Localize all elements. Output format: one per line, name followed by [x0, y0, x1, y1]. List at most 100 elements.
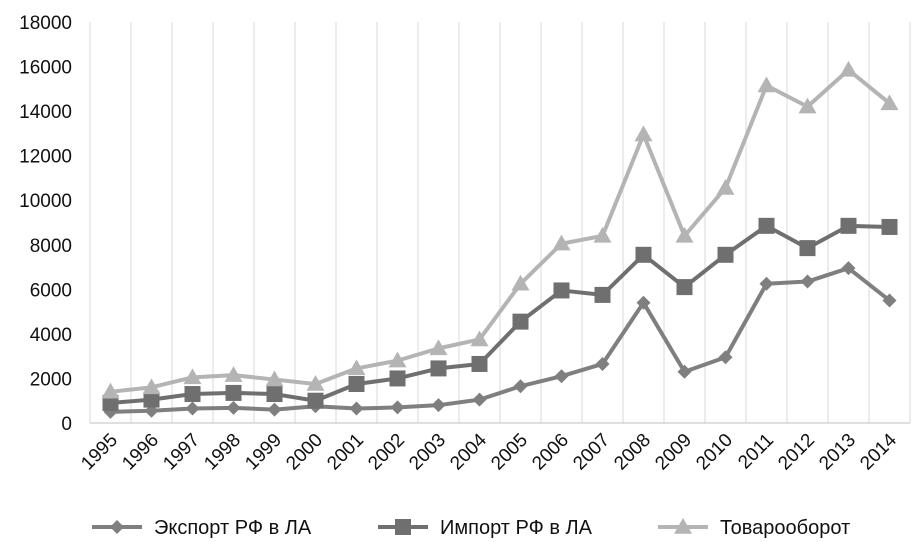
data-point — [757, 76, 776, 93]
x-tick-label: 2005 — [487, 430, 532, 475]
data-point — [429, 339, 448, 356]
x-axis-tick-labels: 1995199619971998199920002001200220032004… — [77, 429, 901, 474]
data-point — [348, 376, 365, 393]
legend-marker — [110, 520, 124, 534]
x-tick-label: 2006 — [528, 430, 573, 475]
data-point — [800, 274, 815, 289]
series-2 — [102, 217, 898, 411]
data-point — [102, 394, 119, 411]
x-tick-label: 2001 — [323, 430, 368, 475]
data-point — [431, 398, 446, 413]
data-point — [554, 369, 569, 384]
data-point — [798, 97, 817, 114]
y-tick-label: 14000 — [19, 102, 72, 123]
data-point — [225, 384, 242, 401]
data-point — [882, 293, 897, 308]
data-point — [634, 125, 653, 142]
data-point — [472, 392, 487, 407]
data-point — [349, 401, 364, 416]
y-tick-label: 2000 — [30, 369, 72, 390]
x-tick-label: 2009 — [651, 430, 696, 475]
series-1 — [103, 261, 897, 419]
y-tick-label: 12000 — [19, 147, 72, 168]
data-point — [677, 364, 692, 379]
legend-label: Импорт РФ в ЛА — [440, 517, 593, 539]
data-point — [635, 246, 652, 263]
legend-marker — [395, 519, 411, 535]
data-point — [716, 178, 735, 195]
legend-item: Импорт РФ в ЛА — [378, 517, 593, 539]
x-tick-label: 1995 — [77, 430, 122, 475]
data-point — [101, 382, 120, 399]
y-tick-label: 18000 — [19, 13, 72, 34]
x-tick-label: 1998 — [200, 430, 245, 475]
data-point — [470, 330, 489, 347]
x-tick-label: 2011 — [734, 430, 778, 474]
data-point — [841, 261, 856, 276]
data-point — [185, 401, 200, 416]
y-tick-label: 10000 — [19, 191, 72, 212]
y-tick-label: 0 — [61, 414, 72, 435]
legend-label: Экспорт РФ в ЛА — [154, 517, 312, 539]
legend: Экспорт РФ в ЛА Импорт РФ в ЛА Товарооборо… — [92, 517, 850, 539]
data-point — [347, 359, 366, 376]
data-point — [226, 400, 241, 415]
series-layer — [101, 60, 899, 419]
y-tick-label: 4000 — [30, 325, 72, 346]
series-line — [110, 67, 891, 394]
data-point — [183, 368, 202, 385]
data-point — [142, 378, 161, 395]
x-tick-label: 2008 — [610, 430, 655, 475]
x-tick-label: 2012 — [774, 430, 819, 475]
x-tick-label: 2000 — [282, 430, 327, 475]
data-point — [759, 276, 774, 291]
legend-marker — [674, 518, 692, 534]
x-tick-label: 2003 — [405, 430, 450, 475]
data-point — [389, 370, 406, 387]
data-point — [839, 60, 858, 77]
data-point — [471, 355, 488, 372]
legend-item: Товарооборот — [658, 517, 850, 539]
data-point — [306, 375, 325, 391]
data-point — [267, 402, 282, 417]
data-point — [511, 274, 530, 291]
data-point — [552, 234, 571, 251]
legend-item: Экспорт РФ в ЛА — [92, 517, 312, 539]
x-tick-label: 2007 — [569, 430, 614, 475]
data-point — [184, 386, 201, 403]
data-point — [553, 282, 570, 299]
data-point — [388, 351, 407, 368]
data-point — [265, 370, 284, 387]
x-tick-label: 2004 — [446, 429, 491, 474]
data-point — [840, 217, 857, 234]
data-point — [266, 386, 283, 403]
x-tick-label: 2013 — [815, 430, 860, 475]
data-point — [143, 391, 160, 408]
x-tick-label: 1996 — [118, 430, 163, 475]
x-tick-label: 1999 — [241, 430, 286, 475]
data-point — [880, 94, 899, 111]
data-point — [717, 246, 734, 263]
x-tick-label: 1997 — [159, 430, 204, 475]
data-point — [430, 360, 447, 377]
series-3 — [101, 60, 899, 399]
y-tick-label: 16000 — [19, 58, 72, 79]
data-point — [513, 379, 528, 394]
data-point — [512, 313, 529, 330]
data-point — [718, 350, 733, 365]
legend-label: Товарооборот — [720, 517, 850, 539]
data-point — [224, 366, 243, 382]
data-point — [676, 279, 693, 296]
x-tick-label: 2014 — [856, 429, 901, 474]
data-point — [593, 226, 612, 243]
data-point — [636, 295, 651, 310]
data-point — [595, 356, 610, 371]
y-tick-label: 8000 — [30, 236, 72, 257]
data-point — [758, 217, 775, 234]
y-tick-label: 6000 — [30, 280, 72, 301]
data-point — [881, 218, 898, 235]
grid-lines — [89, 22, 911, 423]
x-tick-label: 2010 — [692, 430, 737, 475]
data-point — [307, 392, 324, 409]
